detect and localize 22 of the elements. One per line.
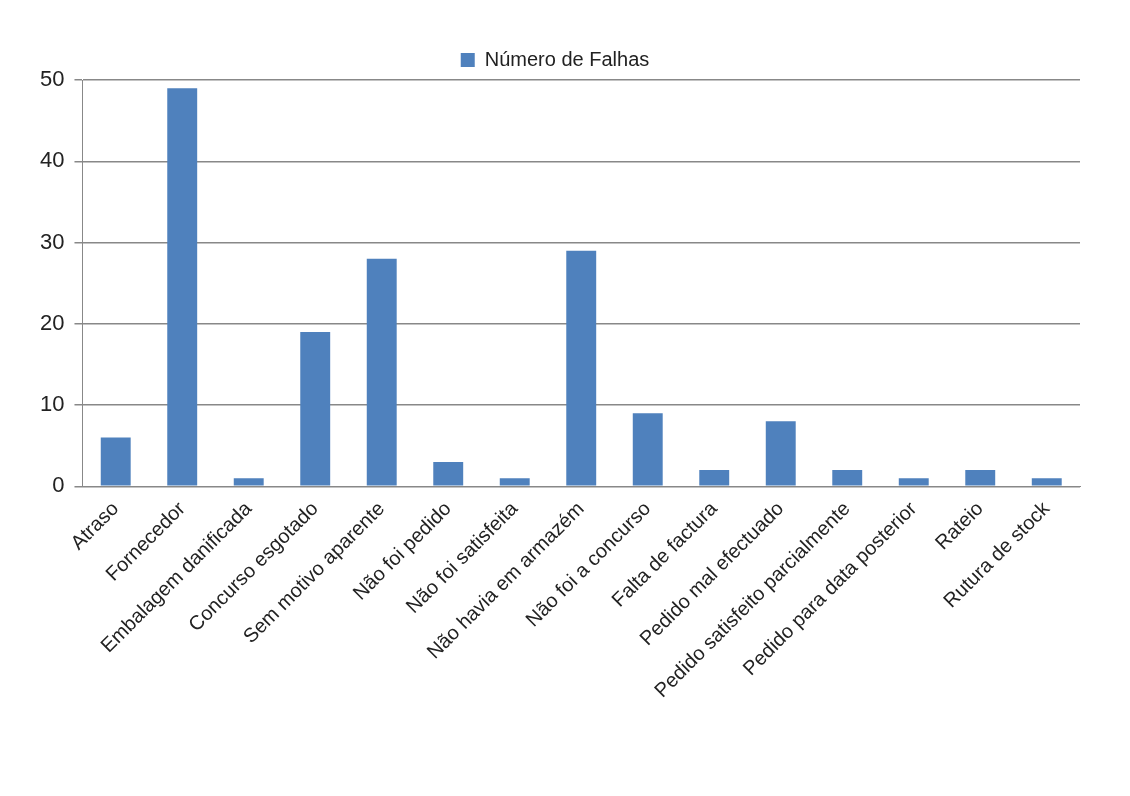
bar — [300, 331, 331, 486]
bar — [233, 478, 264, 486]
bar — [1031, 478, 1062, 486]
y-tick-label: 50 — [39, 66, 65, 92]
bar — [167, 88, 198, 486]
y-tick-label: 20 — [39, 309, 65, 335]
bar — [699, 470, 730, 486]
bar — [366, 258, 397, 486]
bar — [433, 461, 464, 486]
y-tick-label: 10 — [39, 391, 65, 417]
y-tick-label: 0 — [52, 472, 65, 498]
bar — [499, 478, 530, 486]
bar — [566, 250, 597, 486]
y-tick-label: 40 — [39, 147, 65, 173]
bar — [898, 478, 929, 486]
bar — [765, 421, 796, 486]
legend-label: Número de Falhas — [484, 47, 650, 70]
bar — [100, 437, 131, 486]
bar — [832, 470, 863, 486]
bar — [632, 413, 663, 486]
bar — [965, 470, 996, 486]
y-tick-label: 30 — [39, 228, 65, 254]
